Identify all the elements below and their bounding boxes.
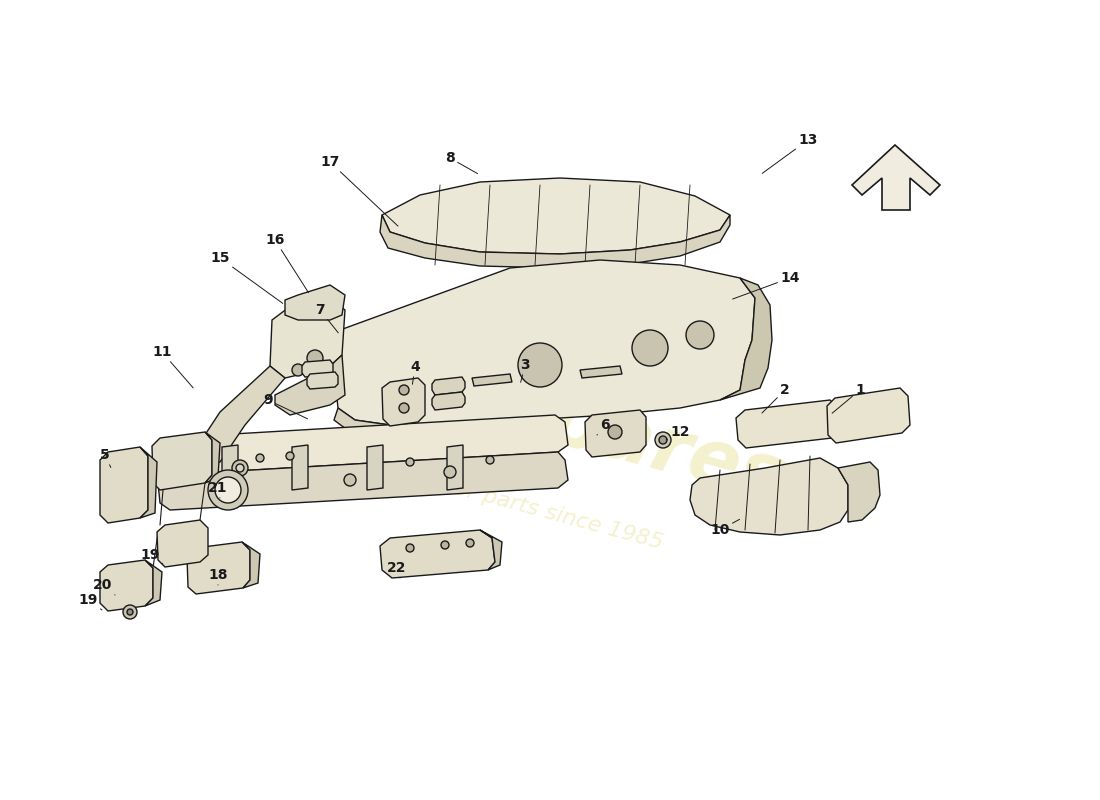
Text: 9: 9 — [263, 393, 308, 419]
Polygon shape — [827, 388, 910, 443]
Text: 10: 10 — [711, 519, 739, 537]
Polygon shape — [205, 432, 220, 483]
Circle shape — [123, 605, 138, 619]
Circle shape — [518, 343, 562, 387]
Text: 11: 11 — [152, 345, 194, 388]
Polygon shape — [157, 520, 208, 567]
Text: 16: 16 — [265, 233, 308, 293]
Polygon shape — [382, 178, 730, 254]
Polygon shape — [690, 458, 848, 535]
Circle shape — [406, 544, 414, 552]
Polygon shape — [334, 408, 440, 440]
Text: 17: 17 — [320, 155, 398, 226]
Text: 7: 7 — [316, 303, 339, 333]
Polygon shape — [145, 560, 162, 606]
Circle shape — [406, 458, 414, 466]
Circle shape — [214, 477, 241, 503]
Polygon shape — [152, 432, 212, 490]
Polygon shape — [158, 452, 568, 510]
Text: 6: 6 — [597, 418, 609, 435]
Polygon shape — [447, 445, 463, 490]
Text: 20: 20 — [94, 578, 115, 595]
Circle shape — [486, 456, 494, 464]
Polygon shape — [736, 400, 840, 448]
Polygon shape — [367, 445, 383, 490]
Text: 5: 5 — [100, 448, 111, 467]
Circle shape — [608, 425, 622, 439]
Circle shape — [286, 452, 294, 460]
Circle shape — [399, 403, 409, 413]
Polygon shape — [187, 542, 250, 594]
Polygon shape — [192, 366, 285, 468]
Polygon shape — [302, 360, 333, 377]
Polygon shape — [720, 278, 772, 400]
Circle shape — [686, 321, 714, 349]
Circle shape — [441, 541, 449, 549]
Circle shape — [466, 539, 474, 547]
Text: 21: 21 — [208, 481, 228, 498]
Text: eurospares: eurospares — [307, 322, 793, 518]
Text: 8: 8 — [446, 151, 477, 174]
Polygon shape — [292, 445, 308, 490]
Polygon shape — [472, 374, 512, 386]
Circle shape — [236, 464, 244, 472]
Text: 3: 3 — [520, 358, 530, 382]
Polygon shape — [379, 215, 730, 268]
Circle shape — [232, 460, 248, 476]
Polygon shape — [100, 447, 148, 523]
Circle shape — [344, 474, 356, 486]
Circle shape — [126, 609, 133, 615]
Text: 19: 19 — [78, 593, 102, 610]
Circle shape — [208, 470, 248, 510]
Polygon shape — [140, 447, 157, 518]
Text: 1: 1 — [832, 383, 865, 414]
Text: 12: 12 — [666, 425, 690, 440]
Circle shape — [256, 454, 264, 462]
Polygon shape — [852, 145, 940, 210]
Polygon shape — [379, 530, 495, 578]
Text: 15: 15 — [210, 251, 283, 303]
Text: 22: 22 — [387, 561, 407, 578]
Circle shape — [659, 436, 667, 444]
Text: 4: 4 — [410, 360, 420, 384]
Polygon shape — [580, 366, 622, 378]
Text: 18: 18 — [208, 568, 228, 585]
Text: 2: 2 — [762, 383, 790, 413]
Circle shape — [307, 350, 323, 366]
Polygon shape — [432, 392, 465, 410]
Polygon shape — [307, 372, 338, 389]
Polygon shape — [270, 298, 345, 378]
Polygon shape — [156, 415, 568, 475]
Polygon shape — [242, 542, 260, 588]
Circle shape — [292, 364, 304, 376]
Polygon shape — [336, 260, 755, 425]
Polygon shape — [480, 530, 502, 570]
Circle shape — [399, 385, 409, 395]
Text: 13: 13 — [762, 133, 817, 174]
Circle shape — [654, 432, 671, 448]
Polygon shape — [275, 355, 345, 415]
Text: a passion for parts since 1985: a passion for parts since 1985 — [336, 447, 666, 553]
Polygon shape — [100, 560, 153, 611]
Circle shape — [444, 466, 456, 478]
Text: 19: 19 — [141, 548, 163, 563]
Polygon shape — [432, 377, 465, 395]
Polygon shape — [585, 410, 646, 457]
Polygon shape — [382, 378, 425, 426]
Text: 14: 14 — [733, 271, 800, 299]
Circle shape — [632, 330, 668, 366]
Polygon shape — [838, 462, 880, 522]
Polygon shape — [222, 445, 238, 490]
Polygon shape — [285, 285, 345, 320]
